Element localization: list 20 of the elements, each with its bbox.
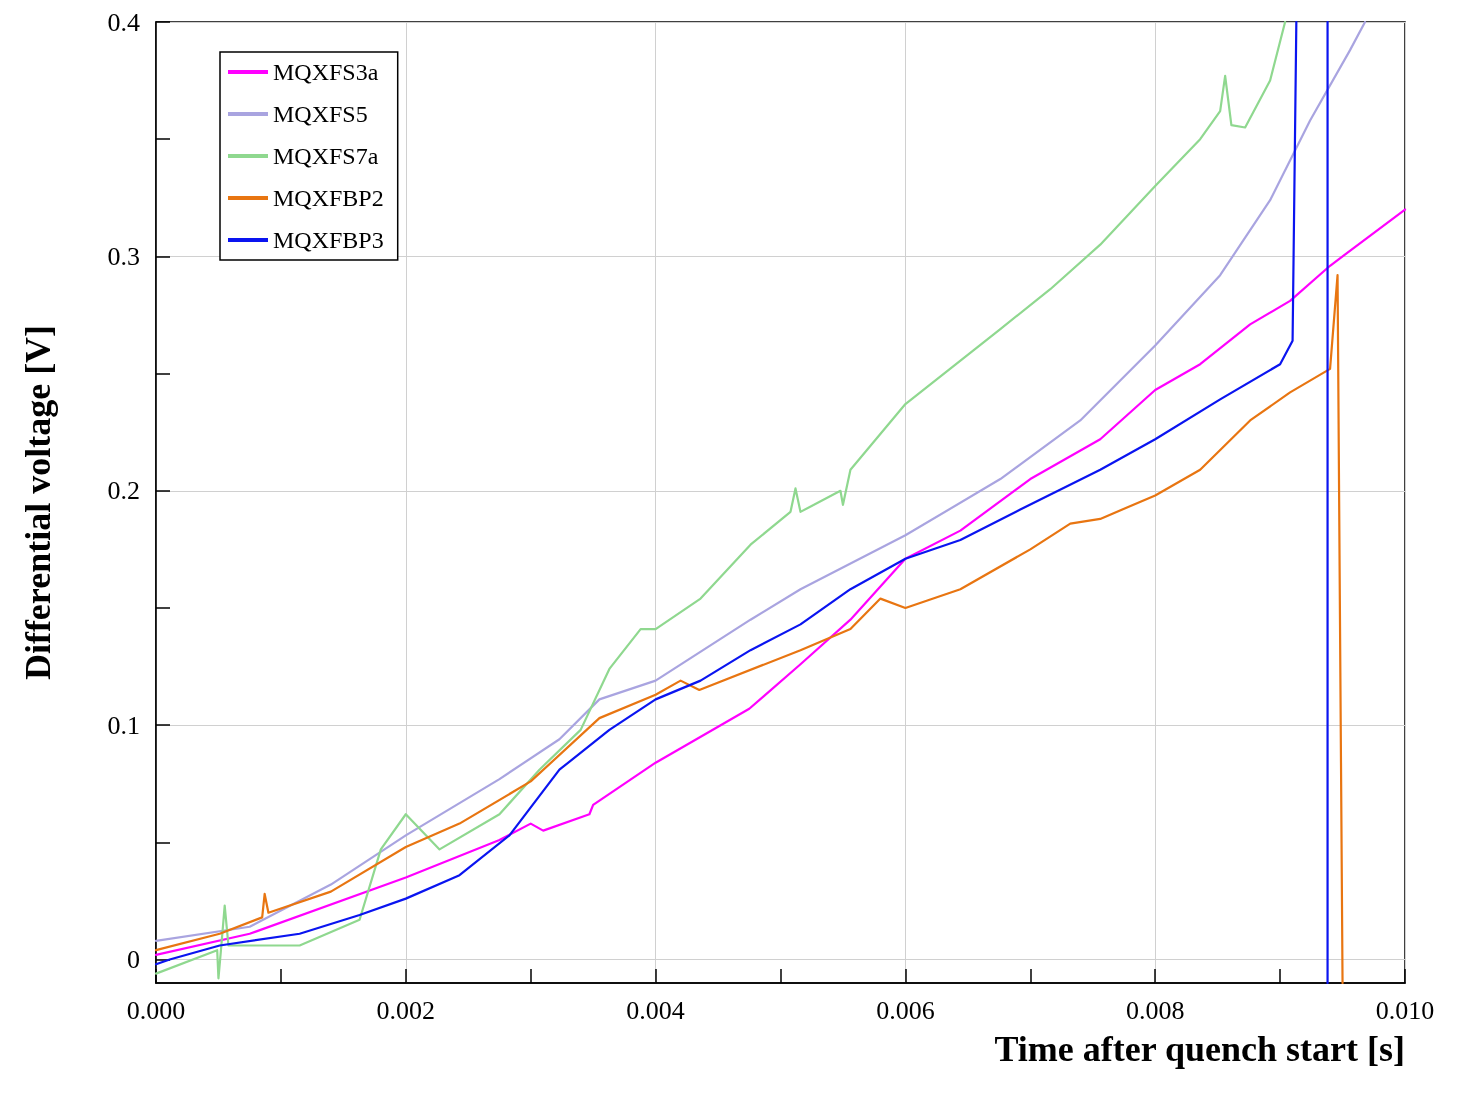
x-tick-label: 0.002 bbox=[376, 995, 436, 1025]
y-axis-title: Differential voltage [V] bbox=[18, 324, 58, 681]
x-tick-label: 0.000 bbox=[126, 995, 186, 1025]
x-tick-label: 0.008 bbox=[1125, 995, 1185, 1025]
legend-label: MQXFS3a bbox=[273, 59, 379, 85]
y-tick-label: 0.2 bbox=[107, 476, 140, 506]
legend-label: MQXFS7a bbox=[273, 143, 379, 169]
x-tick-label: 0.004 bbox=[626, 995, 685, 1025]
x-axis-title: Time after quench start [s] bbox=[994, 1029, 1405, 1069]
y-tick-label: 0.4 bbox=[107, 7, 140, 37]
x-tick-label: 0.006 bbox=[876, 995, 935, 1025]
x-tick-label: 0.010 bbox=[1375, 995, 1435, 1025]
y-tick-label: 0 bbox=[127, 945, 140, 975]
y-tick-label: 0.1 bbox=[107, 710, 140, 740]
legend-label: MQXFBP3 bbox=[273, 227, 384, 253]
line-series bbox=[154, 208, 1407, 956]
y-tick-label: 0.3 bbox=[107, 241, 140, 271]
legend-label: MQXFBP2 bbox=[273, 185, 384, 211]
legend-label: MQXFS5 bbox=[273, 101, 368, 127]
line-series bbox=[154, 274, 1344, 985]
